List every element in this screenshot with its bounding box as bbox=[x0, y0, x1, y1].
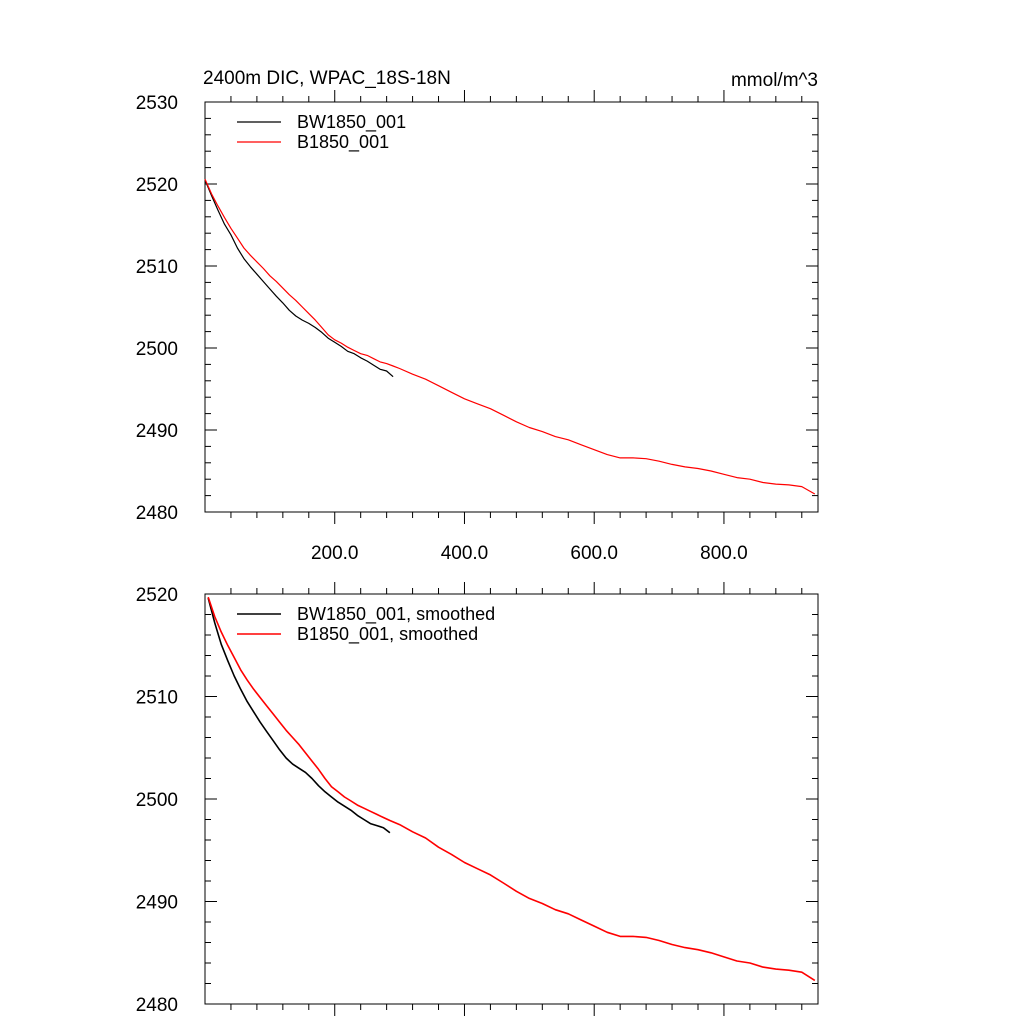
series-line-b1850 bbox=[207, 596, 816, 982]
y-tick-label: 2510 bbox=[136, 257, 178, 278]
x-tick-label: 400.0 bbox=[441, 543, 489, 564]
plot-frame bbox=[204, 593, 819, 1005]
legend-label: B1850_001 bbox=[297, 132, 389, 153]
y-tick-label: 2490 bbox=[136, 421, 178, 442]
units-label: mmol/m^3 bbox=[731, 70, 818, 91]
y-tick-label: 2520 bbox=[136, 585, 178, 606]
y-tick-label: 2500 bbox=[136, 790, 178, 811]
y-tick-label: 2480 bbox=[136, 503, 178, 524]
figure-title: 2400m DIC, WPAC_18S-18N bbox=[203, 68, 451, 89]
y-tick-label: 2490 bbox=[136, 893, 178, 914]
panel-bottom: 2480 2490 2500 2510 2520 BW1850_001, smoothed… bbox=[136, 582, 819, 1016]
legend-label: B1850_001, smoothed bbox=[297, 624, 478, 645]
y-tick-label: 2530 bbox=[136, 93, 178, 114]
legend-label: BW1850_001 bbox=[297, 112, 406, 133]
y-tick-label: 2510 bbox=[136, 688, 178, 709]
series-line-bw1850 bbox=[204, 179, 394, 378]
series-line-bw1850 bbox=[207, 597, 391, 834]
x-tick-label: 600.0 bbox=[570, 543, 618, 564]
legend-label: BW1850_001, smoothed bbox=[297, 604, 495, 625]
y-tick-label: 2520 bbox=[136, 175, 178, 196]
y-tick-label: 2500 bbox=[136, 339, 178, 360]
plot-frame bbox=[204, 101, 819, 513]
x-tick-label: 200.0 bbox=[311, 543, 359, 564]
x-tick-label: 800.0 bbox=[700, 543, 748, 564]
y-tick-label: 2480 bbox=[136, 995, 178, 1016]
panel-top: 2480 2490 2500 2510 2520 2530 200.0 400.0 600.0 8… bbox=[136, 90, 819, 564]
series-line-b1850 bbox=[204, 178, 816, 495]
